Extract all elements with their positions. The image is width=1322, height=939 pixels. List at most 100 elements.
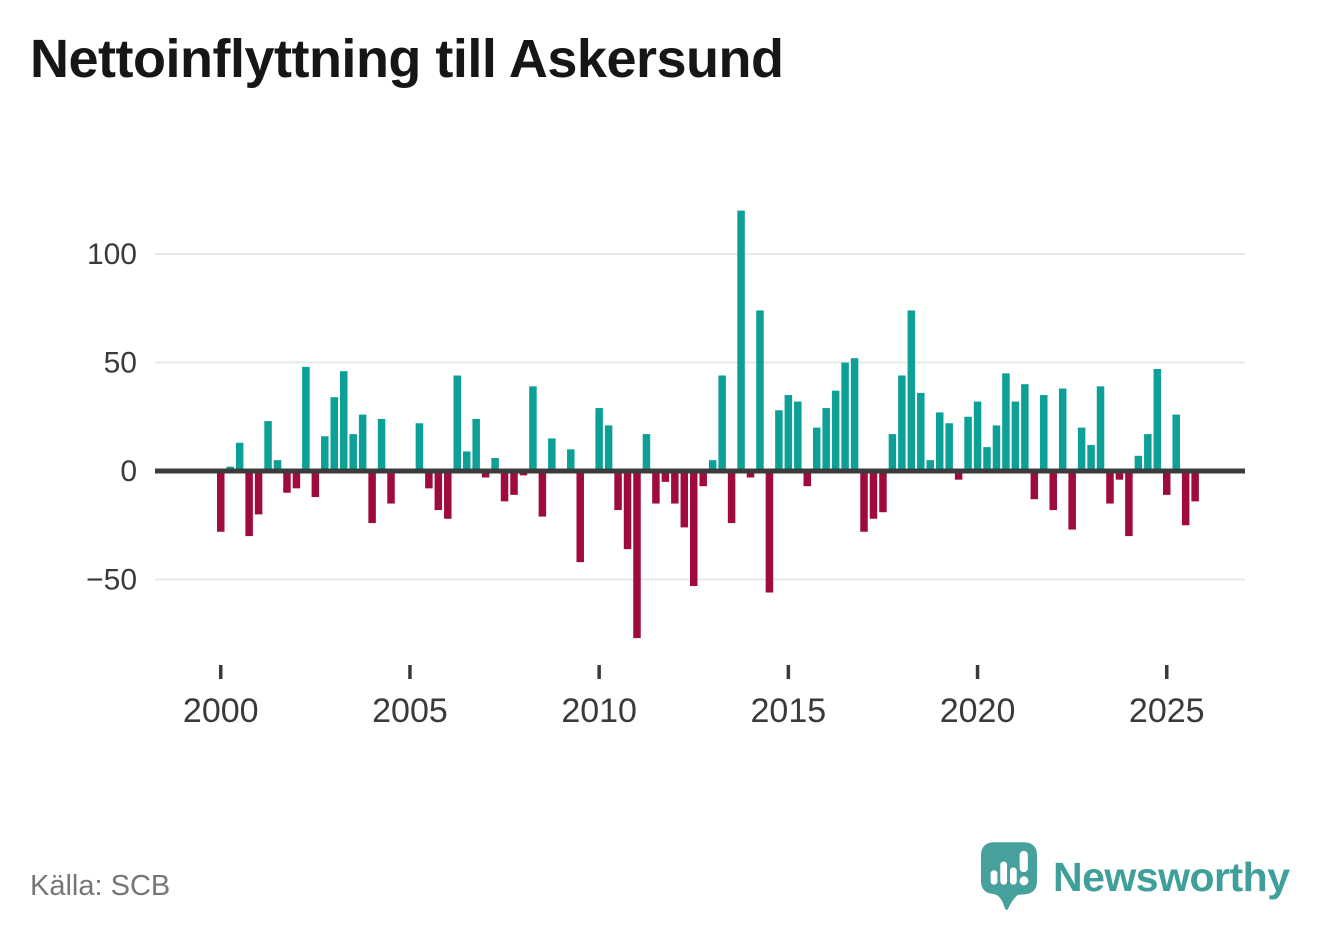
bar-2001-q4: [283, 471, 291, 493]
chart-title: Nettoinflyttning till Askersund: [30, 29, 784, 89]
bar-2005-q3: [425, 471, 433, 489]
bar-2007-q3: [500, 471, 509, 502]
bar-2015-q3: [803, 471, 812, 487]
bar-2012-q4: [699, 471, 707, 487]
x-axis-label-2000: 2000: [183, 692, 259, 730]
bar-2003-q3: [349, 434, 357, 471]
bar-2004-q2: [377, 418, 386, 471]
bar-2018-q3: [917, 392, 925, 471]
bar-2013-q2: [718, 375, 726, 471]
bar-2017-q3: [879, 471, 887, 513]
bar-2024-q3: [1144, 434, 1152, 471]
bar-2009-q2: [567, 449, 575, 471]
bar-2012-q1: [671, 471, 679, 504]
bar-2012-q3: [690, 471, 698, 587]
bar-2017-q1: [860, 471, 868, 532]
bar-2022-q4: [1077, 427, 1086, 471]
bar-2022-q2: [1058, 388, 1067, 471]
bar-2005-q2: [415, 423, 424, 471]
y-axis-label-100: 100: [87, 238, 137, 271]
bar-2003-q2: [339, 371, 348, 471]
bar-2022-q3: [1068, 471, 1076, 530]
bar-2008-q4: [548, 438, 556, 471]
bar-2013-q3: [727, 471, 736, 524]
bar-2013-q4: [737, 210, 745, 471]
bar-2025-q3: [1181, 471, 1190, 526]
bar-2011-q4: [661, 471, 670, 482]
bar-2019-q4: [964, 416, 972, 471]
bar-2016-q3: [841, 362, 849, 471]
bar-2004-q1: [368, 471, 376, 524]
bar-2002-q3: [311, 471, 320, 498]
bar-2008-q3: [538, 471, 547, 517]
bar-2015-q2: [794, 401, 802, 471]
bar-2002-q4: [321, 436, 329, 471]
bar-2000-q1: [217, 471, 225, 532]
bar-2016-q4: [850, 358, 859, 471]
bar-2006-q3: [462, 451, 471, 471]
bar-2007-q4: [510, 471, 518, 495]
bar-2019-q2: [945, 423, 953, 471]
bar-2002-q1: [292, 471, 301, 489]
bar-2006-q2: [453, 375, 461, 471]
bar-2004-q3: [387, 471, 395, 504]
x-axis-label-2020: 2020: [940, 692, 1016, 730]
bar-2002-q2: [302, 366, 310, 471]
bar-2010-q1: [595, 408, 603, 471]
bar-2001-q1: [254, 471, 263, 515]
bar-2018-q2: [907, 310, 916, 471]
x-axis-label-2005: 2005: [372, 692, 448, 730]
bar-2015-q4: [812, 427, 821, 471]
bar-2000-q4: [245, 471, 253, 537]
bar-2017-q4: [888, 434, 897, 471]
bar-2006-q1: [444, 471, 452, 519]
bar-2000-q3: [235, 442, 244, 471]
y-axis-label--50: −50: [86, 564, 137, 597]
bar-2011-q3: [652, 471, 660, 504]
bar-2024-q1: [1125, 471, 1133, 537]
newsworthy-bubble-icon: [980, 842, 1038, 910]
bar-2012-q2: [680, 471, 689, 528]
bar-2013-q1: [708, 460, 717, 471]
bar-2020-q4: [1002, 373, 1010, 471]
bar-2023-q2: [1096, 386, 1105, 471]
bar-2025-q1: [1163, 471, 1171, 495]
source-note: Källa: SCB: [30, 870, 171, 902]
bar-2021-q3: [1030, 471, 1039, 500]
bar-2010-q3: [614, 471, 622, 511]
bar-2017-q2: [869, 471, 878, 519]
bar-2025-q2: [1172, 414, 1180, 471]
bar-2020-q1: [973, 401, 982, 471]
bar-2010-q2: [604, 425, 613, 471]
bar-2014-q4: [775, 410, 783, 471]
bar-2007-q1: [481, 471, 490, 478]
bar-2011-q2: [642, 434, 651, 471]
bar-2019-q3: [954, 471, 963, 480]
bar-2025-q4: [1191, 471, 1199, 502]
bar-2019-q1: [935, 412, 944, 471]
bar-2021-q4: [1040, 395, 1048, 471]
bar-2016-q2: [831, 390, 840, 471]
bar-2003-q4: [358, 414, 367, 471]
bar-2024-q4: [1153, 369, 1162, 471]
y-axis-label-0: 0: [120, 455, 137, 488]
bar-2010-q4: [623, 471, 632, 550]
bar-2008-q2: [529, 386, 537, 471]
bar-2023-q1: [1087, 444, 1095, 471]
bar-2023-q3: [1106, 471, 1114, 504]
bar-2016-q1: [822, 408, 830, 471]
bar-2014-q2: [756, 310, 764, 471]
x-axis-label-2015: 2015: [751, 692, 827, 730]
bar-2018-q4: [926, 460, 934, 471]
bar-2021-q2: [1021, 384, 1029, 471]
bar-2014-q1: [746, 471, 755, 478]
bar-2014-q3: [765, 471, 774, 593]
bar-2020-q2: [983, 447, 991, 471]
bar-2015-q1: [784, 395, 793, 471]
bar-2001-q2: [264, 421, 272, 471]
bar-2011-q1: [633, 471, 641, 639]
x-axis-label-2010: 2010: [561, 692, 637, 730]
newsworthy-logo: Newsworthy: [980, 841, 1290, 913]
y-axis-label-50: 50: [104, 347, 137, 380]
